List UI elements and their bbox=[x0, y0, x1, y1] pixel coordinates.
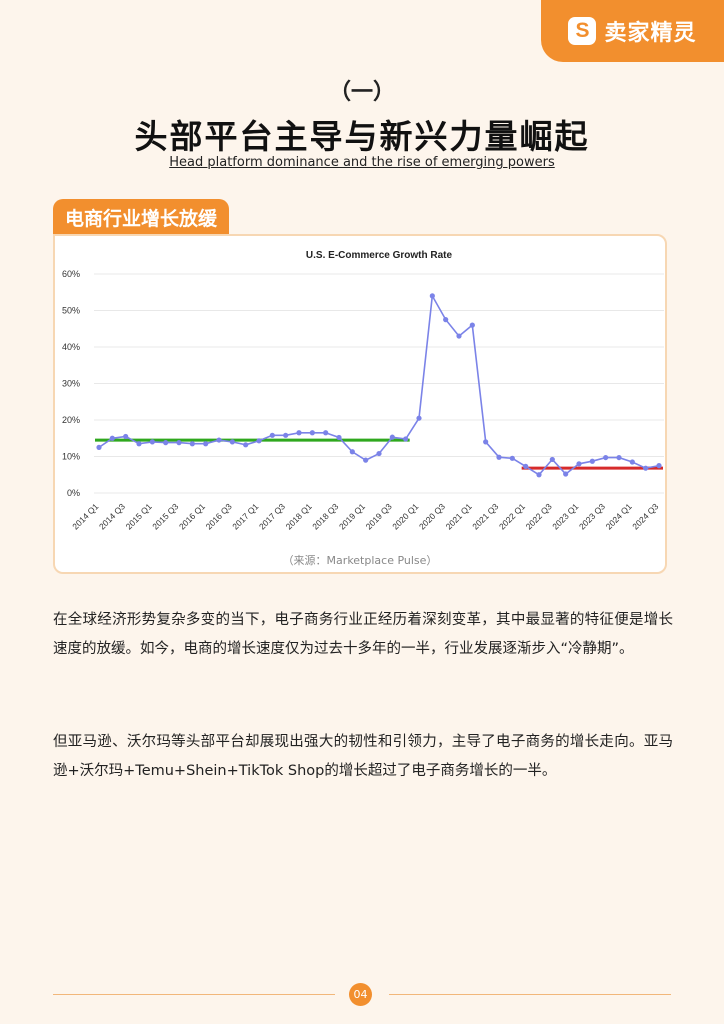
x-tick-label: 2017 Q1 bbox=[230, 501, 260, 531]
x-tick-label: 2024 Q3 bbox=[630, 501, 660, 531]
data-point bbox=[469, 322, 475, 328]
section-tag: 电商行业增长放缓 bbox=[53, 199, 230, 235]
x-tick-label: 2016 Q3 bbox=[204, 501, 234, 531]
data-point bbox=[256, 438, 262, 444]
logo-s-icon: S bbox=[568, 17, 597, 45]
footer-line-right bbox=[389, 994, 671, 995]
chart-card: U.S. E-Commerce Growth Rate 0% 10% 20% 30% 40… bbox=[53, 234, 667, 574]
data-point bbox=[283, 432, 289, 438]
paragraph-1: 在全球经济形势复杂多变的当下，电子商务行业正经历着深刻变革，其中最显著的特征便是… bbox=[53, 612, 673, 657]
data-point bbox=[229, 439, 235, 445]
y-tick-label: 60% bbox=[62, 269, 80, 279]
data-point bbox=[336, 434, 342, 441]
data-point bbox=[656, 463, 662, 469]
x-tick-label: 2021 Q3 bbox=[470, 501, 500, 531]
data-point bbox=[589, 458, 595, 464]
data-point bbox=[576, 461, 582, 467]
x-tick-label: 2023 Q3 bbox=[577, 501, 607, 531]
x-tick-label: 2021 Q1 bbox=[444, 501, 474, 531]
data-point bbox=[616, 454, 622, 461]
data-point bbox=[496, 454, 502, 460]
data-point bbox=[136, 441, 142, 447]
data-point bbox=[509, 455, 515, 461]
chart-title: U.S. E-Commerce Growth Rate bbox=[306, 250, 453, 261]
brand-name: 卖家精灵 bbox=[604, 21, 697, 46]
x-tick-label: 2020 Q3 bbox=[417, 501, 447, 531]
section-number: （一） bbox=[328, 80, 395, 105]
data-point bbox=[96, 444, 102, 450]
y-tick-label: 0% bbox=[67, 488, 80, 498]
x-tick-label: 2022 Q3 bbox=[524, 501, 554, 531]
data-point bbox=[536, 472, 542, 478]
y-tick-label: 50% bbox=[62, 306, 80, 316]
x-tick-label: 2014 Q1 bbox=[70, 501, 100, 531]
page-subtitle: Head platform dominance and the rise of … bbox=[169, 155, 555, 170]
x-tick-label: 2018 Q1 bbox=[284, 501, 314, 531]
x-tick-label: 2015 Q3 bbox=[150, 501, 180, 531]
x-tick-label: 2020 Q1 bbox=[390, 501, 420, 531]
data-point bbox=[416, 415, 422, 421]
brand-logo: S 卖家精灵 bbox=[541, 0, 724, 62]
data-point bbox=[296, 430, 302, 436]
paragraph-2: 但亚马逊、沃尔玛等头部平台却展现出强大的韧性和引领力，主导了电子商务的增长走向。… bbox=[53, 734, 673, 779]
x-tick-label: 2014 Q3 bbox=[97, 501, 127, 531]
data-point bbox=[216, 437, 222, 443]
data-point bbox=[643, 465, 649, 471]
series-line bbox=[98, 293, 660, 476]
data-point bbox=[363, 457, 369, 463]
data-point bbox=[349, 449, 355, 455]
data-point bbox=[243, 442, 249, 448]
x-tick-label: 2017 Q3 bbox=[257, 501, 287, 531]
x-tick-label: 2019 Q3 bbox=[364, 501, 394, 531]
growth-rate-chart: U.S. E-Commerce Growth Rate 0% 10% 20% 30% 40… bbox=[62, 250, 664, 531]
data-point bbox=[483, 439, 489, 445]
footer-line-left bbox=[53, 994, 335, 995]
x-tick-label: 2015 Q1 bbox=[124, 501, 154, 531]
data-point bbox=[203, 441, 209, 447]
data-point bbox=[549, 456, 555, 463]
data-point bbox=[163, 440, 169, 446]
data-point bbox=[323, 430, 329, 436]
data-point bbox=[389, 434, 395, 440]
chart-source: （来源：Marketplace Pulse） bbox=[282, 554, 438, 567]
data-point bbox=[189, 441, 195, 447]
data-point bbox=[523, 463, 529, 469]
x-tick-label: 2024 Q1 bbox=[604, 501, 634, 531]
data-point bbox=[563, 471, 569, 477]
data-point bbox=[603, 454, 609, 461]
data-point bbox=[456, 333, 462, 339]
x-tick-label: 2018 Q3 bbox=[310, 501, 340, 531]
page-title: 头部平台主导与新兴力量崛起 bbox=[134, 117, 590, 156]
x-tick-label: 2016 Q1 bbox=[177, 501, 207, 531]
y-tick-label: 10% bbox=[62, 452, 80, 462]
data-point bbox=[269, 432, 275, 438]
data-point bbox=[403, 436, 409, 442]
data-point bbox=[149, 439, 155, 445]
y-tick-label: 40% bbox=[62, 342, 80, 352]
data-point bbox=[629, 459, 635, 465]
y-tick-label: 20% bbox=[62, 415, 80, 425]
data-point bbox=[309, 430, 315, 436]
data-point bbox=[443, 317, 449, 323]
data-point bbox=[376, 450, 382, 457]
x-tick-label: 2023 Q1 bbox=[550, 501, 580, 531]
data-point bbox=[429, 293, 435, 299]
data-point bbox=[176, 440, 182, 446]
x-tick-label: 2019 Q1 bbox=[337, 501, 367, 531]
page-number: 04 bbox=[349, 983, 372, 1006]
y-tick-label: 30% bbox=[62, 379, 80, 389]
x-tick-label: 2022 Q1 bbox=[497, 501, 527, 531]
data-point bbox=[123, 433, 129, 440]
data-point bbox=[109, 435, 115, 441]
